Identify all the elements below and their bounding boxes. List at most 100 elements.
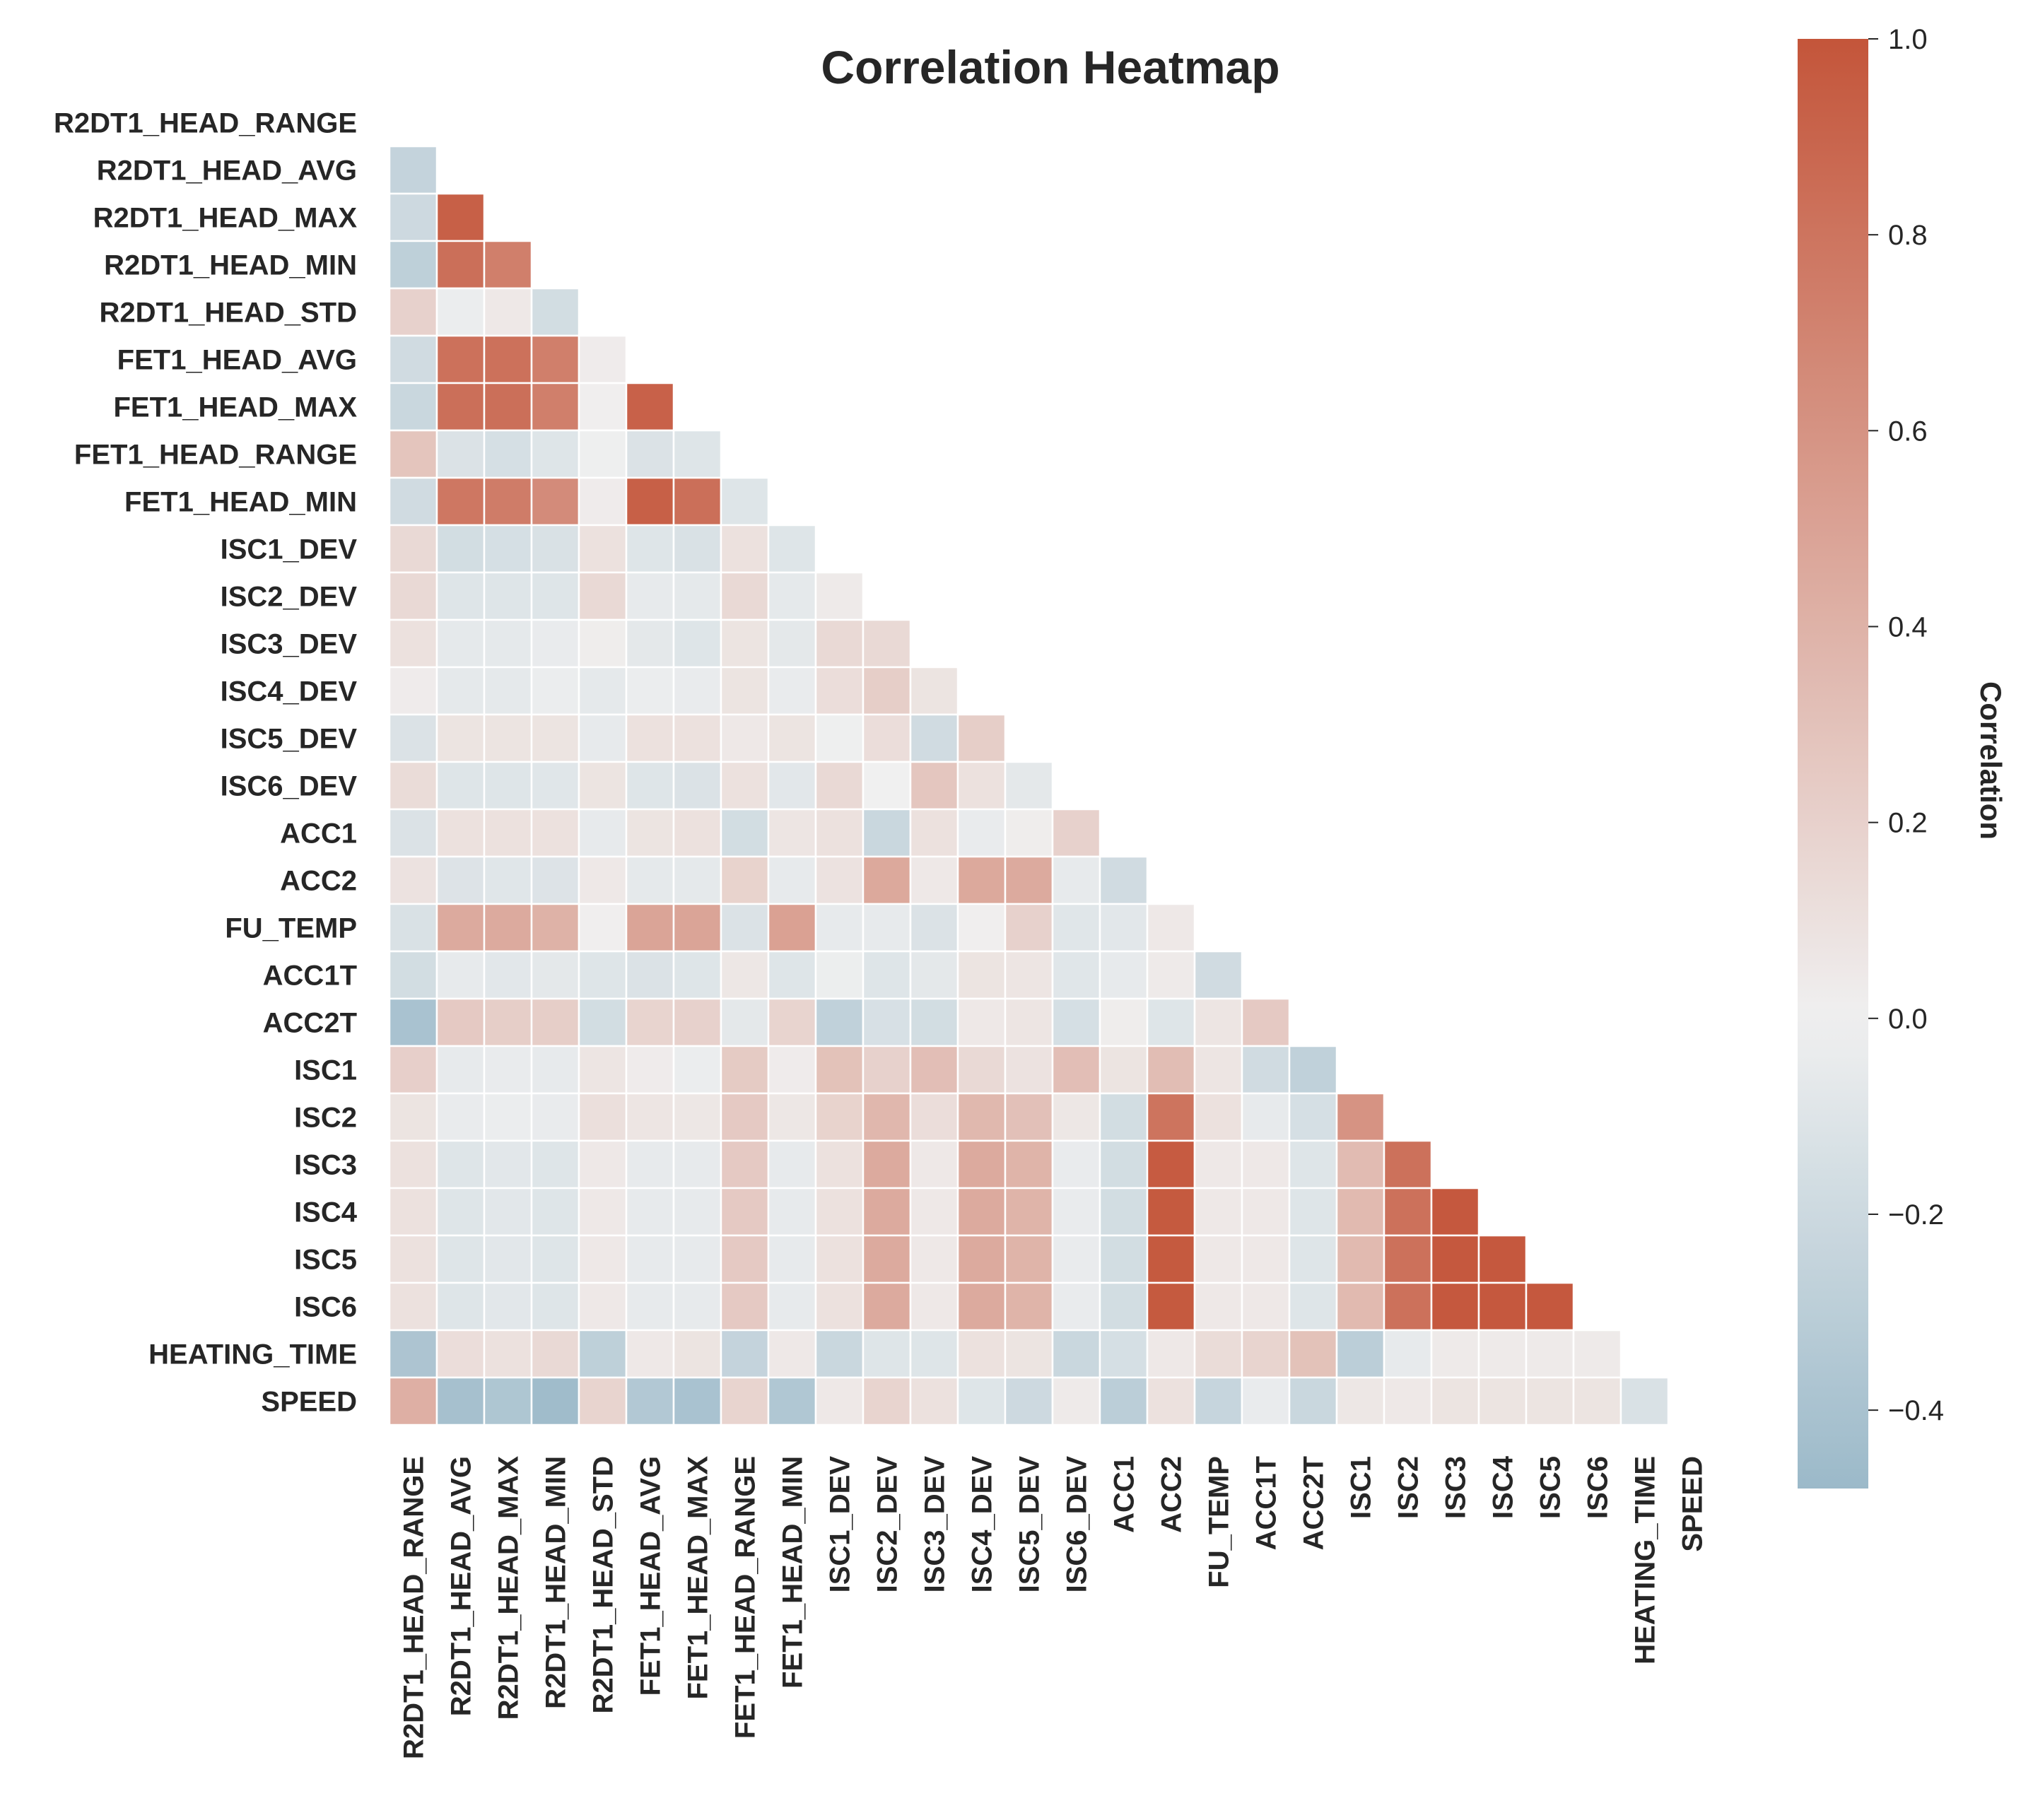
heatmap-cell-ISC3-ISC2_DEV: [862, 1139, 912, 1190]
heatmap-cell-FET1_HEAD_RANGE-FET1_HEAD_AVG: [625, 429, 675, 479]
heatmap-cell-FET1_HEAD_RANGE-R2DT1_HEAD_AVG: [435, 429, 486, 479]
heatmap-cell-SPEED-HEATING_TIME: [1619, 1376, 1670, 1426]
heatmap-cell-ISC4-ACC1: [1099, 1187, 1149, 1237]
heatmap-cell-FET1_HEAD_RANGE-R2DT1_HEAD_MIN: [530, 429, 580, 479]
heatmap-cell-ACC2-R2DT1_HEAD_MIN: [530, 855, 580, 905]
heatmap-cell-ISC3_DEV-R2DT1_HEAD_MIN: [530, 618, 580, 669]
heatmap-cell-SPEED-ISC1: [1335, 1376, 1386, 1426]
heatmap-cell-ISC2_DEV-R2DT1_HEAD_STD: [578, 571, 628, 621]
heatmap-cell-FU_TEMP-FET1_HEAD_AVG: [625, 903, 675, 953]
heatmap-cell-ACC1-ISC1_DEV: [814, 808, 865, 858]
x-tick-label: ISC2: [1393, 1456, 1424, 1519]
heatmap-cell-SPEED-ISC6: [1572, 1376, 1622, 1426]
x-tick-label: ACC2T: [1299, 1456, 1330, 1550]
x-tick-label: FET1_HEAD_MAX: [683, 1456, 714, 1700]
heatmap-cell-HEATING_TIME-ISC1: [1335, 1329, 1386, 1379]
y-tick-label: ISC6_DEV: [221, 771, 358, 802]
heatmap-cell-ISC5-ISC5_DEV: [1004, 1234, 1054, 1284]
heatmap-cell-ACC1T-FET1_HEAD_AVG: [625, 950, 675, 1000]
heatmap-cell-ISC1_DEV-R2DT1_HEAD_STD: [578, 524, 628, 574]
heatmap-cell-ISC6-ISC2_DEV: [862, 1281, 912, 1332]
heatmap-cell-SPEED-ACC2T: [1288, 1376, 1338, 1426]
heatmap-cell-ISC6-ISC1_DEV: [814, 1281, 865, 1332]
heatmap-cell-ACC2-ISC1_DEV: [814, 855, 865, 905]
heatmap-cell-FET1_HEAD_MIN-FET1_HEAD_RANGE: [720, 476, 770, 527]
y-tick-label: ISC5_DEV: [221, 724, 358, 755]
heatmap-cell-ISC6-FET1_HEAD_AVG: [625, 1281, 675, 1332]
heatmap-cell-ISC6-ACC1T: [1241, 1281, 1291, 1332]
heatmap-cell-ACC2T-R2DT1_HEAD_STD: [578, 997, 628, 1047]
heatmap-cell-ISC5_DEV-R2DT1_HEAD_MIN: [530, 713, 580, 763]
heatmap-cell-SPEED-R2DT1_HEAD_AVG: [435, 1376, 486, 1426]
heatmap-cell-FU_TEMP-ISC4_DEV: [956, 903, 1007, 953]
heatmap-cell-ISC6-FU_TEMP: [1193, 1281, 1243, 1332]
heatmap-cell-ISC5-FET1_HEAD_AVG: [625, 1234, 675, 1284]
heatmap-cell-FET1_HEAD_MAX-R2DT1_HEAD_RANGE: [388, 382, 438, 432]
heatmap-cell-FET1_HEAD_AVG-R2DT1_HEAD_AVG: [435, 334, 486, 384]
heatmap-cell-ISC2-R2DT1_HEAD_AVG: [435, 1092, 486, 1142]
x-tick-label: ISC1_DEV: [825, 1456, 856, 1593]
colorbar-tick-label: 0.8: [1888, 220, 1928, 251]
heatmap-cell-ISC3-R2DT1_HEAD_MIN: [530, 1139, 580, 1190]
heatmap-cell-ISC5-ISC2: [1383, 1234, 1433, 1284]
heatmap-cell-FU_TEMP-ISC3_DEV: [909, 903, 959, 953]
heatmap-cell-FET1_HEAD_MAX-R2DT1_HEAD_STD: [578, 382, 628, 432]
x-tick-label: ISC3_DEV: [920, 1456, 951, 1593]
y-tick-label: FET1_HEAD_RANGE: [74, 440, 357, 471]
heatmap-cell-ACC2T-ISC5_DEV: [1004, 997, 1054, 1047]
heatmap-cell-FU_TEMP-FET1_HEAD_MIN: [767, 903, 817, 953]
x-tick-label: ISC4_DEV: [967, 1456, 998, 1593]
y-tick-label: ACC2T: [263, 1008, 357, 1039]
heatmap-cell-ISC4_DEV-R2DT1_HEAD_MAX: [483, 666, 533, 716]
heatmap-cell-ISC6-FET1_HEAD_MAX: [672, 1281, 722, 1332]
heatmap-cell-R2DT1_HEAD_MIN-R2DT1_HEAD_MAX: [483, 240, 533, 290]
heatmap-cell-ISC6-R2DT1_HEAD_MAX: [483, 1281, 533, 1332]
heatmap-cell-ISC1-ISC4_DEV: [956, 1045, 1007, 1095]
heatmap-cell-ISC3_DEV-R2DT1_HEAD_AVG: [435, 618, 486, 669]
heatmap-cell-ACC2-R2DT1_HEAD_RANGE: [388, 855, 438, 905]
heatmap-cell-ISC6-ISC2: [1383, 1281, 1433, 1332]
heatmap-cell-ISC1-R2DT1_HEAD_MAX: [483, 1045, 533, 1095]
heatmap-cell-ISC3-FET1_HEAD_MAX: [672, 1139, 722, 1190]
y-tick-label: FU_TEMP: [225, 913, 357, 944]
heatmap-cell-ISC1-ACC2T: [1288, 1045, 1338, 1095]
heatmap-cell-R2DT1_HEAD_MIN-R2DT1_HEAD_AVG: [435, 240, 486, 290]
heatmap-cell-ISC4-FU_TEMP: [1193, 1187, 1243, 1237]
heatmap-cell-ISC5-FET1_HEAD_MAX: [672, 1234, 722, 1284]
heatmap-cell-FET1_HEAD_MIN-R2DT1_HEAD_RANGE: [388, 476, 438, 527]
x-tick-label: SPEED: [1677, 1456, 1709, 1552]
heatmap-cell-ISC5-ISC4_DEV: [956, 1234, 1007, 1284]
heatmap-cell-ACC2T-ISC2_DEV: [862, 997, 912, 1047]
heatmap-cell-ISC3-ISC6_DEV: [1051, 1139, 1101, 1190]
y-tick-label: ACC1T: [263, 961, 357, 992]
heatmap-cell-FU_TEMP-ACC1: [1099, 903, 1149, 953]
heatmap-cell-ISC1-FET1_HEAD_MAX: [672, 1045, 722, 1095]
y-tick-label: ISC2: [294, 1103, 357, 1134]
x-tick-label: R2DT1_HEAD_MAX: [493, 1456, 525, 1720]
heatmap-cell-ISC2_DEV-FET1_HEAD_MIN: [767, 571, 817, 621]
heatmap-cell-ISC5-R2DT1_HEAD_MIN: [530, 1234, 580, 1284]
heatmap-cell-ISC6_DEV-FET1_HEAD_AVG: [625, 761, 675, 811]
heatmap-cell-ISC2-R2DT1_HEAD_MAX: [483, 1092, 533, 1142]
heatmap-cell-FU_TEMP-R2DT1_HEAD_AVG: [435, 903, 486, 953]
heatmap-cell-ISC1-R2DT1_HEAD_STD: [578, 1045, 628, 1095]
heatmap-cell-ACC2T-ISC1_DEV: [814, 997, 865, 1047]
heatmap-cell-ISC2-ISC1: [1335, 1092, 1386, 1142]
heatmap-cell-HEATING_TIME-FET1_HEAD_MIN: [767, 1329, 817, 1379]
y-tick-label: FET1_HEAD_MAX: [113, 392, 357, 423]
heatmap-cell-FET1_HEAD_MIN-R2DT1_HEAD_AVG: [435, 476, 486, 527]
heatmap-cell-ISC4-R2DT1_HEAD_MIN: [530, 1187, 580, 1237]
heatmap-cell-FET1_HEAD_RANGE-FET1_HEAD_MAX: [672, 429, 722, 479]
heatmap-cell-HEATING_TIME-FET1_HEAD_AVG: [625, 1329, 675, 1379]
colorbar-tick-label: −0.4: [1888, 1395, 1944, 1426]
colorbar-label: Correlation: [1974, 681, 2008, 840]
y-tick-label: HEATING_TIME: [148, 1339, 357, 1370]
heatmap-cell-ISC2-FET1_HEAD_AVG: [625, 1092, 675, 1142]
heatmap-cell-ISC6-ISC3_DEV: [909, 1281, 959, 1332]
heatmap-cell-ISC2_DEV-FET1_HEAD_MAX: [672, 571, 722, 621]
x-tick-label: R2DT1_HEAD_AVG: [446, 1456, 477, 1716]
y-tick-label: ISC1_DEV: [221, 534, 358, 565]
heatmap-cell-FU_TEMP-ACC2: [1146, 903, 1196, 953]
heatmap-cell-ISC3-FET1_HEAD_RANGE: [720, 1139, 770, 1190]
heatmap-cell-FU_TEMP-FET1_HEAD_RANGE: [720, 903, 770, 953]
